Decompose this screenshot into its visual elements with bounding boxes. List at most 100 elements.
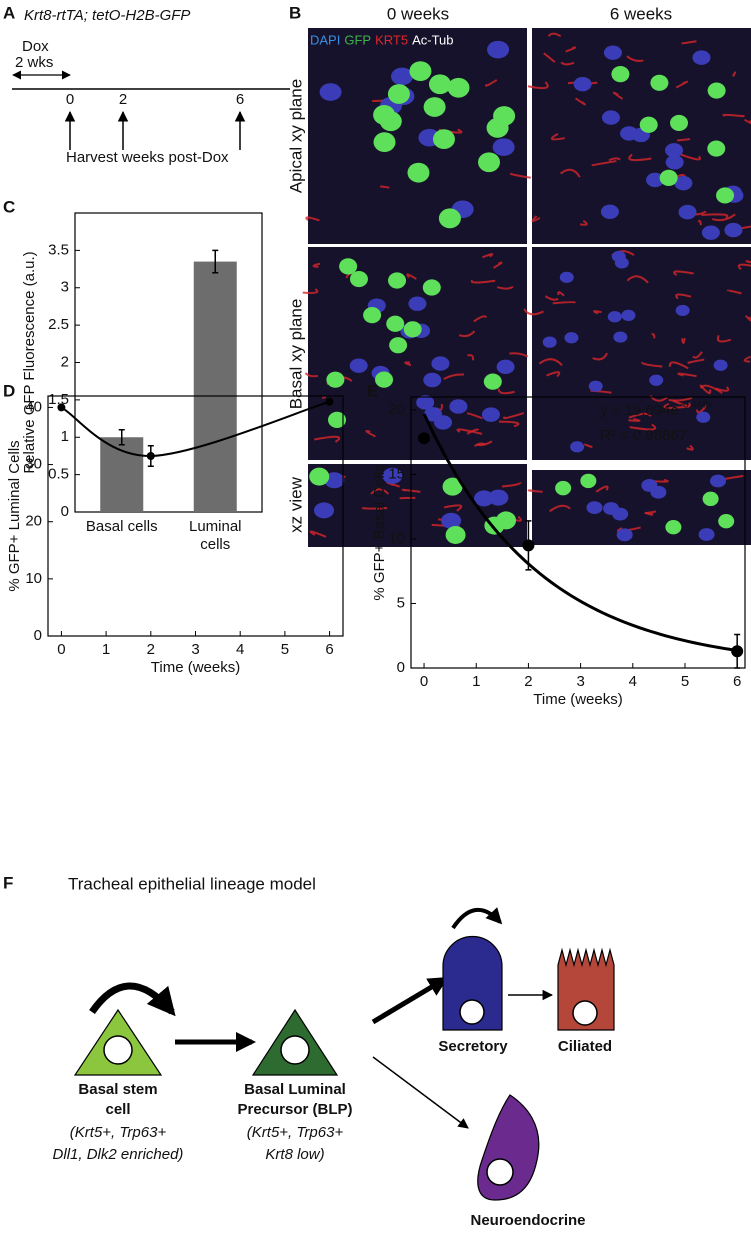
nucleus	[313, 502, 334, 519]
membrane	[583, 443, 593, 448]
membrane	[322, 395, 327, 400]
membrane	[668, 397, 693, 402]
membrane	[509, 172, 531, 179]
membrane	[677, 137, 691, 142]
stain-legend-entry: GFP	[344, 32, 371, 47]
nucleus	[542, 336, 557, 348]
membrane	[458, 330, 476, 338]
nucleus	[493, 106, 516, 126]
error-bar	[212, 249, 219, 274]
row-label: xz view	[286, 476, 305, 532]
x-axis-label: Time (weeks)	[533, 691, 622, 708]
membrane	[743, 355, 751, 363]
membrane	[509, 352, 529, 358]
membrane	[629, 423, 657, 431]
ciliated-cell	[557, 947, 615, 1031]
nucleus	[328, 411, 347, 428]
x-axis-label: Time (weeks)	[151, 659, 240, 676]
plot-frame	[410, 396, 746, 669]
membrane	[531, 215, 541, 223]
nucleus	[438, 208, 461, 229]
membrane	[557, 291, 565, 297]
x-tick-label: 1	[472, 673, 480, 690]
x-tick-label: 0	[57, 641, 65, 658]
nucleus	[713, 359, 728, 371]
y-axis-label: Relative GFP Fluorescence (a.u.)	[21, 251, 38, 473]
membrane	[677, 372, 697, 378]
y-tick-label: 3	[61, 279, 69, 296]
nucleus	[387, 84, 410, 104]
nucleus	[487, 40, 510, 59]
nucleus	[702, 491, 719, 507]
membrane	[591, 160, 617, 167]
line	[60, 400, 330, 458]
membrane	[523, 308, 544, 316]
nucleus	[422, 279, 441, 296]
dox-duration: 2 wks	[15, 54, 53, 71]
nucleus	[659, 169, 678, 186]
nucleus	[670, 114, 689, 132]
nucleus	[483, 373, 502, 390]
nucleus	[478, 152, 501, 173]
nucleus	[696, 411, 711, 423]
stain-legend-entry: KRT5	[375, 32, 408, 47]
self-renewal-arrow	[89, 982, 176, 1017]
membrane	[626, 55, 644, 62]
nucleus	[441, 512, 462, 529]
nucleus	[614, 257, 629, 269]
nucleus	[349, 358, 368, 373]
cell-label: Basal Luminal	[244, 1081, 346, 1098]
row-label: Basal xy plane	[286, 299, 305, 410]
genotype: Krt8-rtTA; tetO-H2B-GFP	[24, 7, 190, 24]
stain-legend-entry: Ac-Tub	[412, 32, 453, 47]
membrane	[612, 91, 624, 100]
cell-label: cell	[105, 1101, 130, 1118]
membrane	[697, 219, 702, 226]
cell-markers: Krt8 low)	[265, 1146, 324, 1163]
membrane	[722, 113, 745, 118]
timepoint: 6	[236, 91, 244, 108]
membrane	[745, 314, 751, 322]
membrane	[628, 153, 652, 162]
cell-markers: (Krt5+, Trp63+	[70, 1124, 167, 1141]
nucleus	[449, 399, 468, 414]
membrane	[302, 288, 319, 294]
membrane	[401, 488, 421, 493]
panel-label: F	[3, 873, 13, 892]
timepoint: 0	[66, 91, 74, 108]
panel-label: A	[3, 3, 15, 22]
membrane	[546, 371, 561, 378]
membrane	[538, 358, 563, 367]
membrane	[579, 219, 588, 226]
membrane	[501, 481, 522, 488]
y-axis-label: % GFP+ Basal Cells	[371, 464, 388, 600]
y-tick-label: 0	[397, 659, 405, 676]
nucleus	[492, 138, 515, 156]
membrane	[467, 354, 475, 361]
membrane	[547, 32, 562, 38]
y-tick-label: 20	[25, 513, 42, 530]
nucleus	[698, 528, 715, 541]
x-tick-label: 4	[629, 673, 637, 690]
nucleus	[570, 441, 585, 453]
y-tick-label: 2.5	[48, 316, 69, 333]
nucleus	[621, 309, 636, 321]
cell-label: Precursor (BLP)	[237, 1101, 352, 1118]
nucleus	[573, 76, 592, 92]
x-tick-label: 6	[733, 673, 741, 690]
nucleus	[389, 337, 408, 354]
micrographs	[302, 28, 751, 547]
membrane	[565, 46, 577, 53]
x-tick-label: 5	[281, 641, 289, 658]
nucleus	[724, 222, 743, 238]
nucleus	[488, 489, 509, 506]
nucleus	[572, 1000, 598, 1026]
membrane	[549, 504, 571, 513]
nucleus	[674, 175, 693, 191]
membrane	[699, 384, 723, 394]
membrane	[626, 275, 649, 284]
nucleus	[639, 116, 658, 133]
nucleus	[665, 143, 684, 158]
lineage-arrow	[371, 976, 449, 1025]
nucleus	[555, 480, 572, 496]
